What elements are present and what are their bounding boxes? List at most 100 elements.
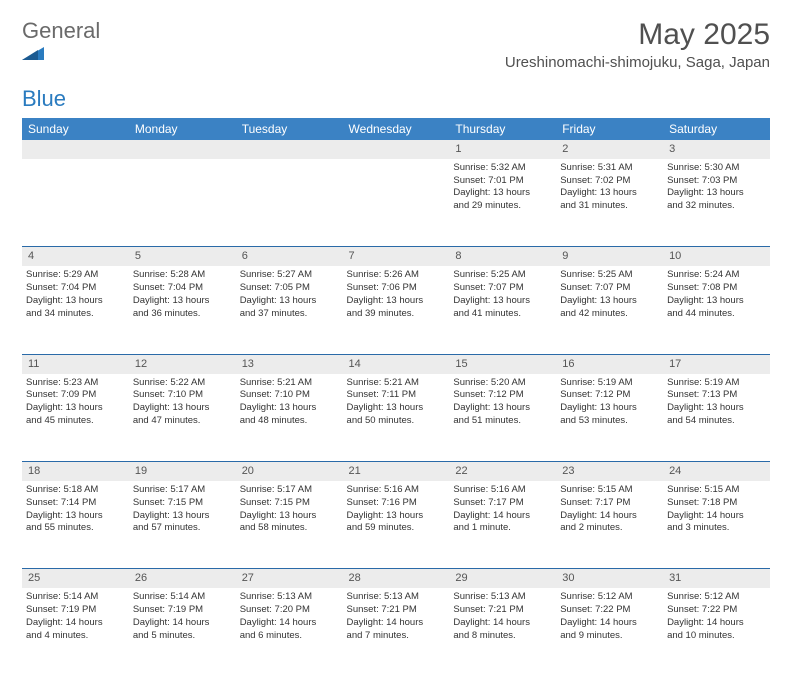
sunset-text: Sunset: 7:10 PM bbox=[133, 389, 232, 402]
sunrise-text: Sunrise: 5:15 AM bbox=[667, 484, 766, 497]
sunrise-text: Sunrise: 5:16 AM bbox=[347, 484, 446, 497]
day-number: 30 bbox=[556, 569, 663, 588]
day-number: 13 bbox=[236, 354, 343, 373]
day-cell: Sunrise: 5:19 AMSunset: 7:12 PMDaylight:… bbox=[556, 374, 663, 462]
day1-text: Daylight: 13 hours bbox=[133, 510, 232, 523]
day1-text: Daylight: 13 hours bbox=[560, 187, 659, 200]
sunset-text: Sunset: 7:16 PM bbox=[347, 497, 446, 510]
sunset-text: Sunset: 7:05 PM bbox=[240, 282, 339, 295]
day2-text: and 5 minutes. bbox=[133, 630, 232, 643]
data-row: Sunrise: 5:18 AMSunset: 7:14 PMDaylight:… bbox=[22, 481, 770, 569]
location-text: Ureshinomachi-shimojuku, Saga, Japan bbox=[505, 54, 770, 71]
daynum-row: 18192021222324 bbox=[22, 462, 770, 481]
day-number: 17 bbox=[663, 354, 770, 373]
day1-text: Daylight: 13 hours bbox=[347, 402, 446, 415]
day2-text: and 32 minutes. bbox=[667, 200, 766, 213]
day-cell: Sunrise: 5:13 AMSunset: 7:21 PMDaylight:… bbox=[343, 588, 450, 676]
day-cell: Sunrise: 5:17 AMSunset: 7:15 PMDaylight:… bbox=[236, 481, 343, 569]
day1-text: Daylight: 13 hours bbox=[667, 402, 766, 415]
day-number: 26 bbox=[129, 569, 236, 588]
day1-text: Daylight: 13 hours bbox=[133, 402, 232, 415]
sunset-text: Sunset: 7:21 PM bbox=[347, 604, 446, 617]
day-number: 25 bbox=[22, 569, 129, 588]
day1-text: Daylight: 14 hours bbox=[667, 617, 766, 630]
daynum-row: 123 bbox=[22, 140, 770, 159]
day1-text: Daylight: 13 hours bbox=[26, 510, 125, 523]
day-cell: Sunrise: 5:15 AMSunset: 7:17 PMDaylight:… bbox=[556, 481, 663, 569]
day-number: 21 bbox=[343, 462, 450, 481]
sunrise-text: Sunrise: 5:12 AM bbox=[667, 591, 766, 604]
day-number: 15 bbox=[449, 354, 556, 373]
day-number: 2 bbox=[556, 140, 663, 159]
day2-text: and 7 minutes. bbox=[347, 630, 446, 643]
day-number bbox=[236, 140, 343, 159]
day-cell: Sunrise: 5:32 AMSunset: 7:01 PMDaylight:… bbox=[449, 159, 556, 247]
day-cell: Sunrise: 5:16 AMSunset: 7:17 PMDaylight:… bbox=[449, 481, 556, 569]
day2-text: and 39 minutes. bbox=[347, 308, 446, 321]
day-cell: Sunrise: 5:13 AMSunset: 7:21 PMDaylight:… bbox=[449, 588, 556, 676]
sunrise-text: Sunrise: 5:20 AM bbox=[453, 377, 552, 390]
day-cell: Sunrise: 5:25 AMSunset: 7:07 PMDaylight:… bbox=[449, 266, 556, 354]
day-cell bbox=[129, 159, 236, 247]
sunset-text: Sunset: 7:07 PM bbox=[560, 282, 659, 295]
day1-text: Daylight: 13 hours bbox=[453, 187, 552, 200]
sunrise-text: Sunrise: 5:13 AM bbox=[453, 591, 552, 604]
sunset-text: Sunset: 7:04 PM bbox=[133, 282, 232, 295]
sunrise-text: Sunrise: 5:29 AM bbox=[26, 269, 125, 282]
day2-text: and 51 minutes. bbox=[453, 415, 552, 428]
day-cell: Sunrise: 5:31 AMSunset: 7:02 PMDaylight:… bbox=[556, 159, 663, 247]
dayname-row: Sunday Monday Tuesday Wednesday Thursday… bbox=[22, 118, 770, 140]
day-cell: Sunrise: 5:18 AMSunset: 7:14 PMDaylight:… bbox=[22, 481, 129, 569]
day1-text: Daylight: 13 hours bbox=[453, 295, 552, 308]
day1-text: Daylight: 13 hours bbox=[240, 402, 339, 415]
sunset-text: Sunset: 7:15 PM bbox=[133, 497, 232, 510]
day-number: 22 bbox=[449, 462, 556, 481]
day1-text: Daylight: 13 hours bbox=[453, 402, 552, 415]
day-cell: Sunrise: 5:20 AMSunset: 7:12 PMDaylight:… bbox=[449, 374, 556, 462]
day-cell: Sunrise: 5:16 AMSunset: 7:16 PMDaylight:… bbox=[343, 481, 450, 569]
month-title: May 2025 bbox=[505, 18, 770, 52]
sunset-text: Sunset: 7:11 PM bbox=[347, 389, 446, 402]
day-cell bbox=[236, 159, 343, 247]
sunrise-text: Sunrise: 5:21 AM bbox=[347, 377, 446, 390]
sunset-text: Sunset: 7:02 PM bbox=[560, 175, 659, 188]
day2-text: and 45 minutes. bbox=[26, 415, 125, 428]
sunrise-text: Sunrise: 5:14 AM bbox=[133, 591, 232, 604]
day-number: 11 bbox=[22, 354, 129, 373]
day2-text: and 58 minutes. bbox=[240, 522, 339, 535]
day1-text: Daylight: 14 hours bbox=[453, 510, 552, 523]
day-number: 9 bbox=[556, 247, 663, 266]
daynum-row: 45678910 bbox=[22, 247, 770, 266]
header: General Blue May 2025 Ureshinomachi-shim… bbox=[22, 18, 770, 112]
day-cell: Sunrise: 5:19 AMSunset: 7:13 PMDaylight:… bbox=[663, 374, 770, 462]
sunset-text: Sunset: 7:06 PM bbox=[347, 282, 446, 295]
day-number: 1 bbox=[449, 140, 556, 159]
dayname-fri: Friday bbox=[556, 118, 663, 140]
dayname-thu: Thursday bbox=[449, 118, 556, 140]
data-row: Sunrise: 5:23 AMSunset: 7:09 PMDaylight:… bbox=[22, 374, 770, 462]
day1-text: Daylight: 14 hours bbox=[240, 617, 339, 630]
day1-text: Daylight: 13 hours bbox=[347, 295, 446, 308]
sunset-text: Sunset: 7:19 PM bbox=[133, 604, 232, 617]
day2-text: and 41 minutes. bbox=[453, 308, 552, 321]
day2-text: and 34 minutes. bbox=[26, 308, 125, 321]
sunrise-text: Sunrise: 5:24 AM bbox=[667, 269, 766, 282]
sunrise-text: Sunrise: 5:13 AM bbox=[347, 591, 446, 604]
day2-text: and 48 minutes. bbox=[240, 415, 339, 428]
sunrise-text: Sunrise: 5:22 AM bbox=[133, 377, 232, 390]
day2-text: and 42 minutes. bbox=[560, 308, 659, 321]
data-row: Sunrise: 5:29 AM Sunset: 7:04 PM Daylight:… bbox=[22, 266, 770, 354]
day-number bbox=[343, 140, 450, 159]
day2-text: and 2 minutes. bbox=[560, 522, 659, 535]
sunrise-text: Sunrise: 5:17 AM bbox=[133, 484, 232, 497]
brand-triangle-icon bbox=[22, 44, 100, 60]
day-cell: Sunrise: 5:17 AMSunset: 7:15 PMDaylight:… bbox=[129, 481, 236, 569]
daynum-row: 25262728293031 bbox=[22, 569, 770, 588]
day-number: 31 bbox=[663, 569, 770, 588]
day-cell: Sunrise: 5:30 AMSunset: 7:03 PMDaylight:… bbox=[663, 159, 770, 247]
sunrise-text: Sunrise: 5:25 AM bbox=[560, 269, 659, 282]
day-cell: Sunrise: 5:13 AMSunset: 7:20 PMDaylight:… bbox=[236, 588, 343, 676]
day2-text: and 37 minutes. bbox=[240, 308, 339, 321]
sunset-text: Sunset: 7:22 PM bbox=[560, 604, 659, 617]
sunset-text: Sunset: 7:17 PM bbox=[453, 497, 552, 510]
